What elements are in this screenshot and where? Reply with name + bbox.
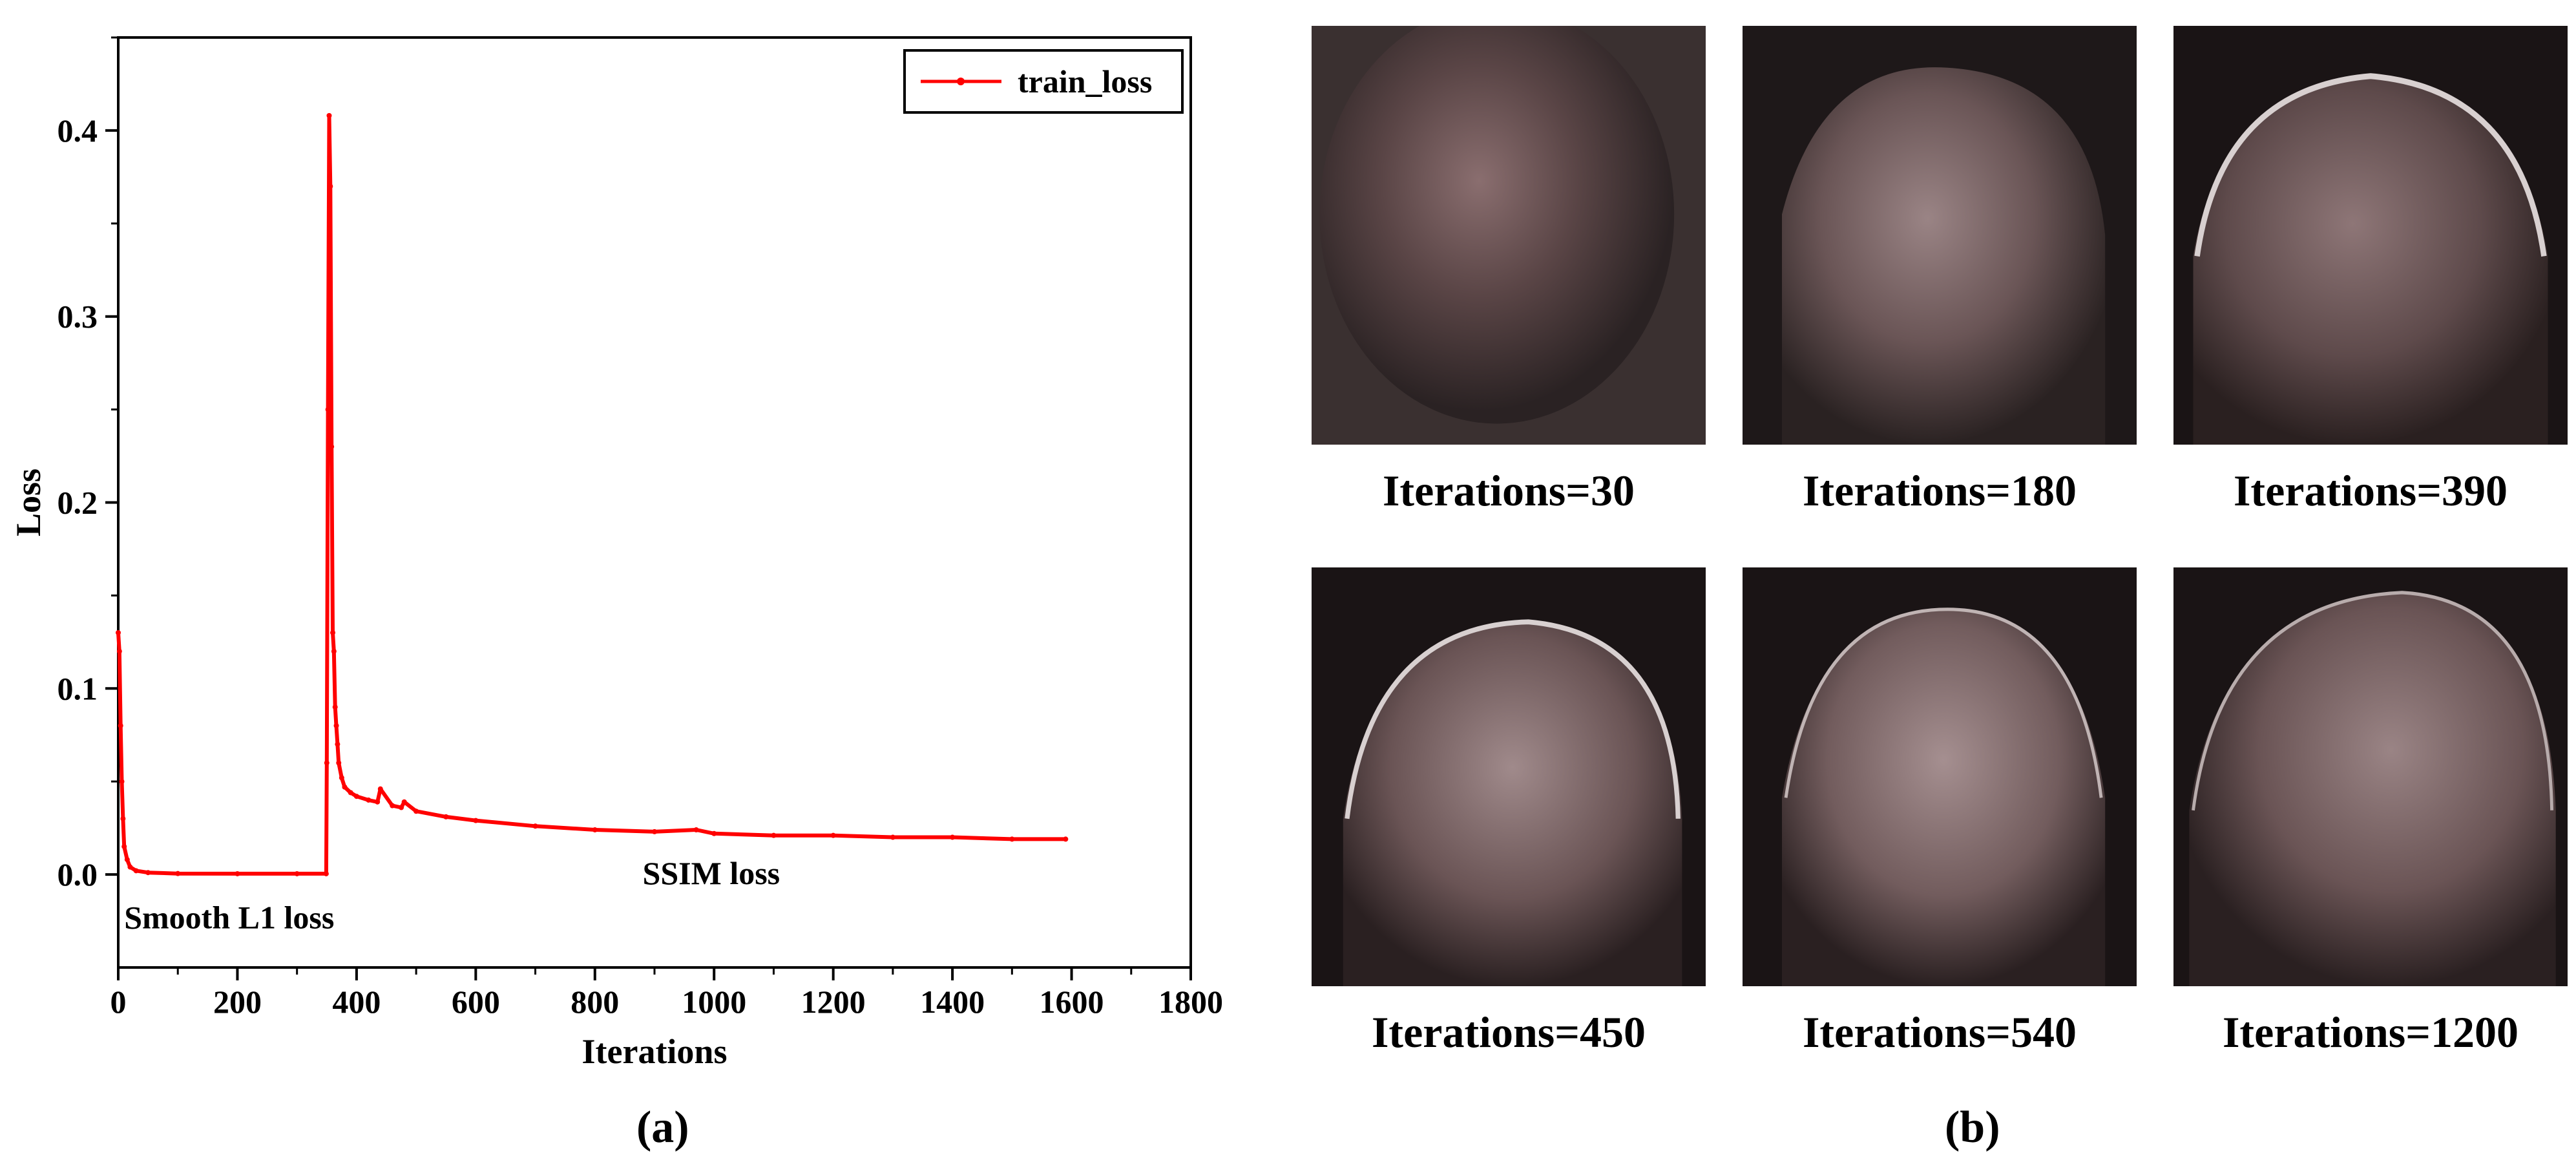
thumbnail-caption-3: Iterations=390 [2233,466,2508,515]
data-point [124,857,130,863]
data-point [830,832,836,838]
y-tick-label: 0.2 [58,485,98,521]
plot-frame [117,36,1192,969]
data-point [366,797,372,803]
data-point [339,775,344,781]
data-point [532,823,538,829]
data-point [133,868,139,874]
data-point [348,790,353,796]
thumbnail-caption-6: Iterations=1200 [2222,1008,2519,1057]
annotation-ssim: SSIM loss [643,855,780,891]
data-point [443,814,449,819]
thumbnail-4 [1312,567,1706,986]
data-point [390,803,395,808]
data-point [335,741,340,747]
x-tick-label: 0 [110,984,127,1020]
thumbnail-2 [1743,26,2137,445]
data-point [121,843,127,849]
plot-area: 0 200 400 600 800 1000 1200 1400 1600 1800 0.0 0.1 0… [9,36,1223,1071]
data-point [771,832,777,838]
data-point [950,834,956,840]
data-point [890,834,895,840]
data-point [324,760,330,766]
data-point [342,784,348,790]
x-axis-label: Iterations [582,1032,728,1071]
data-point [592,827,598,833]
thumbnail-caption-1: Iterations=30 [1382,466,1635,515]
data-point [323,871,329,876]
data-point [118,723,123,728]
x-tick-label: 1000 [682,984,746,1020]
fingertip-image-2 [1743,26,2137,445]
data-point [473,818,479,823]
data-point [331,648,337,654]
data-point [175,871,181,876]
thumbnail-1 [1312,26,1706,445]
x-tick-label: 1800 [1158,984,1223,1020]
data-point [401,799,407,805]
panel-label-a: (a) [636,1103,689,1152]
data-point [120,816,126,821]
x-tick-label: 1600 [1040,984,1104,1020]
data-point [116,648,122,654]
thumbnail-5 [1743,567,2137,986]
fingertip-image-6 [2173,567,2568,986]
data-point [116,629,121,635]
data-point [693,827,699,833]
data-point [328,184,333,189]
legend-label: train_loss [1018,63,1152,100]
data-point [145,870,151,876]
data-point [1063,836,1069,842]
data-point [329,444,335,450]
y-tick-label: 0.0 [58,856,98,893]
data-point [414,808,419,814]
data-point [119,779,125,785]
data-point [294,871,300,876]
y-tick-label: 0.4 [58,112,98,149]
fingertip-image-3 [2173,26,2568,445]
thumbnail-caption-4: Iterations=450 [1371,1008,1646,1057]
x-tick-label: 1200 [801,984,866,1020]
y-tick-label: 0.3 [58,299,98,335]
fingertip-image-1 [1312,26,1706,445]
x-tick-label: 1400 [920,984,985,1020]
data-point [325,407,331,412]
annotation-smooth-l1: Smooth L1 loss [124,899,334,935]
panel-label-b: (b) [1945,1103,2000,1152]
data-point [1009,836,1015,842]
data-point [326,112,332,118]
fingertip-image-4 [1312,567,1706,986]
x-tick-label: 600 [452,984,500,1020]
data-point [377,786,383,792]
legend-swatch-marker [957,78,965,85]
y-axis-label: Loss [9,469,48,536]
thumbnail-caption-2: Iterations=180 [1802,466,2077,515]
x-tick-label: 800 [571,984,619,1020]
thumbnail-caption-5: Iterations=540 [1802,1008,2077,1057]
data-point [332,704,338,710]
loss-chart: 0 200 400 600 800 1000 1200 1400 1600 1800 0.0 0.1 0… [9,36,1223,1071]
data-point [375,799,381,805]
data-point [353,794,359,799]
data-point [652,829,657,834]
x-tick-label: 400 [332,984,381,1020]
data-point [333,723,339,728]
data-point [399,805,404,810]
y-tick-label: 0.1 [58,670,98,706]
series-line-train-loss [116,113,1066,876]
thumbnail-3 [2173,26,2568,445]
data-point [336,760,342,766]
fingertip-image-5 [1743,567,2137,986]
thumbnail-6 [2173,567,2568,986]
data-point [330,629,335,635]
data-point [235,871,240,876]
data-point [127,864,133,870]
data-point [711,830,717,836]
x-tick-label: 200 [213,984,262,1020]
